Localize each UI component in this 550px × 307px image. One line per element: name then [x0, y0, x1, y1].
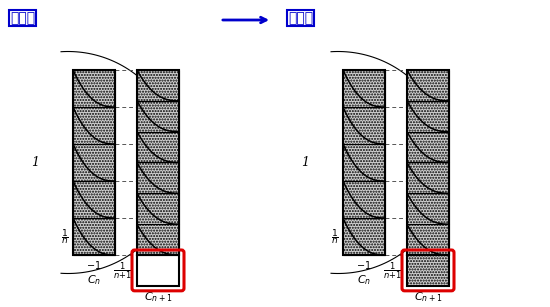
- Bar: [343, 107, 385, 144]
- Bar: [407, 224, 449, 255]
- Bar: [137, 101, 179, 132]
- Text: $C_{n+1}$: $C_{n+1}$: [414, 290, 442, 304]
- Text: $\dfrac{1}{n{+}1}$: $\dfrac{1}{n{+}1}$: [383, 260, 403, 281]
- Bar: [407, 193, 449, 224]
- Bar: [343, 70, 385, 107]
- Bar: [137, 193, 179, 224]
- Bar: [407, 70, 449, 101]
- Bar: [407, 101, 449, 132]
- Bar: [343, 144, 385, 181]
- Bar: [137, 132, 179, 162]
- Text: 1: 1: [31, 156, 39, 169]
- Text: $\dfrac{1}{n{+}1}$: $\dfrac{1}{n{+}1}$: [113, 260, 133, 281]
- Bar: [73, 218, 115, 255]
- Bar: [343, 218, 385, 255]
- Bar: [137, 162, 179, 193]
- Text: $C_n$: $C_n$: [357, 273, 371, 287]
- Bar: [73, 70, 115, 255]
- Bar: [137, 70, 179, 255]
- Text: 【誤】: 【誤】: [10, 11, 35, 25]
- Bar: [137, 224, 179, 255]
- Bar: [73, 181, 115, 218]
- Bar: [73, 144, 115, 181]
- Bar: [137, 70, 179, 101]
- Bar: [407, 162, 449, 193]
- Text: $\dfrac{1}{n}$: $\dfrac{1}{n}$: [331, 227, 339, 246]
- Text: $-1$: $-1$: [356, 259, 372, 271]
- Text: $C_{n+1}$: $C_{n+1}$: [144, 290, 172, 304]
- Bar: [73, 70, 115, 107]
- Bar: [407, 132, 449, 162]
- Text: $\dfrac{1}{n}$: $\dfrac{1}{n}$: [61, 227, 69, 246]
- Bar: [407, 255, 449, 286]
- Text: 1: 1: [301, 156, 309, 169]
- Bar: [343, 181, 385, 218]
- Text: 【正】: 【正】: [288, 11, 313, 25]
- Bar: [343, 70, 385, 255]
- Text: $C_n$: $C_n$: [87, 273, 101, 287]
- Text: $-1$: $-1$: [86, 259, 102, 271]
- Bar: [407, 70, 449, 255]
- Bar: [137, 255, 179, 286]
- Bar: [73, 107, 115, 144]
